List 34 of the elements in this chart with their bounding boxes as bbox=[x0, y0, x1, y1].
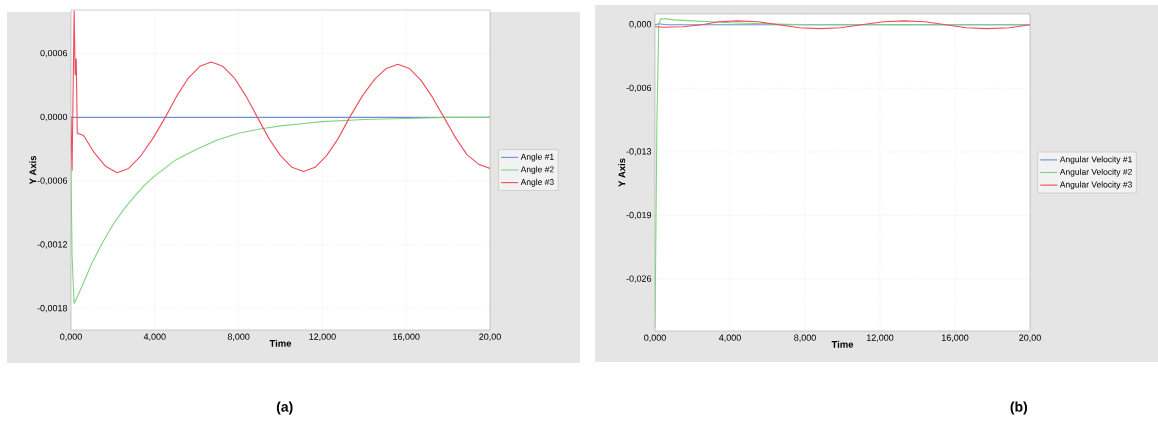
y-axis-title: Y Axis bbox=[618, 158, 626, 187]
legend-label: Angular Velocity #1 bbox=[1059, 156, 1132, 164]
text: (b) bbox=[1010, 401, 1028, 415]
x-tick-label: 12,000 bbox=[866, 334, 894, 342]
y-tick-label: -0,0012 bbox=[37, 241, 68, 249]
x-tick-label: 20,00 bbox=[479, 333, 501, 341]
y-tick-label: -0,026 bbox=[626, 275, 652, 283]
x-tick-label: 4,000 bbox=[143, 333, 166, 341]
y-tick-label: -0,013 bbox=[626, 148, 652, 156]
y-tick-label: -0,0006 bbox=[37, 177, 68, 185]
legend-label: Angle #1 bbox=[520, 153, 554, 162]
y-tick-label: 0,0000 bbox=[40, 113, 68, 122]
x-axis-title: Time bbox=[831, 340, 854, 348]
x-tick-label: 16,000 bbox=[941, 334, 969, 342]
x-tick-label: 16,000 bbox=[393, 333, 420, 341]
y-tick-label: 0,0006 bbox=[40, 49, 68, 58]
legend-label: Angular Velocity #3 bbox=[1059, 181, 1132, 190]
x-tick-label: 0,000 bbox=[60, 333, 82, 341]
x-tick-label: 8,000 bbox=[227, 333, 250, 341]
x-tick-label: 20,00 bbox=[1019, 334, 1041, 342]
text: (a) bbox=[276, 401, 293, 415]
y-axis-title: Y Axis bbox=[29, 155, 37, 185]
y-tick-label: -0,0018 bbox=[37, 305, 68, 313]
legend-label: Angle #3 bbox=[520, 178, 554, 187]
legend-label: Angle #2 bbox=[520, 166, 554, 175]
y-tick-label: 0,000 bbox=[629, 21, 652, 29]
x-tick-label: 4,000 bbox=[719, 334, 741, 342]
legend-label: Angular Velocity #2 bbox=[1059, 168, 1132, 177]
x-tick-label: 8,000 bbox=[794, 334, 816, 342]
x-tick-label: 12,000 bbox=[309, 333, 336, 341]
x-axis-title: Time bbox=[269, 339, 292, 347]
y-tick-label: -0,019 bbox=[626, 211, 652, 220]
x-tick-label: 0,000 bbox=[644, 334, 666, 342]
y-tick-label: -0,006 bbox=[626, 84, 652, 93]
